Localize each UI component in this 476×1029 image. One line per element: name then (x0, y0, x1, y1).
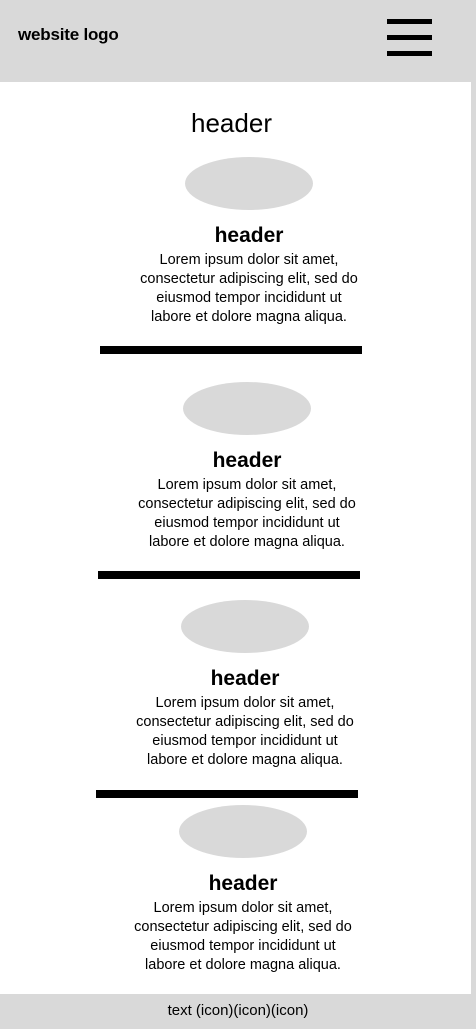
card-text-line: labore et dolore magna aliqua. (149, 534, 345, 550)
card-text: Lorem ipsum dolor sit amet, consectetur … (93, 899, 393, 975)
card-text: Lorem ipsum dolor sit amet, consectetur … (97, 476, 397, 552)
image-placeholder (185, 157, 313, 210)
card-text-line: eiusmod tempor incididunt ut (152, 733, 338, 749)
page-title: header (191, 108, 272, 138)
section-divider (96, 790, 358, 798)
card-text-line: eiusmod tempor incididunt ut (150, 938, 336, 954)
hamburger-line (387, 51, 432, 56)
scrollbar-track[interactable] (471, 0, 476, 1029)
card-text-line: consectetur adipiscing elit, sed do (136, 714, 354, 730)
card-text-line: eiusmod tempor incididunt ut (156, 290, 342, 306)
card-text-line: Lorem ipsum dolor sit amet, (155, 695, 335, 711)
hamburger-line (387, 19, 432, 24)
card-text-line: consectetur adipiscing elit, sed do (138, 496, 356, 512)
card-text-line: Lorem ipsum dolor sit amet, (157, 477, 337, 493)
footer: text (icon)(icon)(icon) (0, 994, 476, 1029)
card-title: header (214, 224, 284, 247)
footer-text[interactable]: text (icon)(icon)(icon) (167, 1002, 309, 1019)
card-text-line: Lorem ipsum dolor sit amet, (153, 900, 333, 916)
card-text-line: labore et dolore magna aliqua. (151, 309, 347, 325)
card-text-line: labore et dolore magna aliqua. (147, 752, 343, 768)
card-title: header (208, 872, 278, 895)
image-placeholder (179, 805, 307, 858)
top-bar: website logo (0, 0, 471, 82)
website-logo[interactable]: website logo (18, 25, 119, 44)
card-text-line: consectetur adipiscing elit, sed do (134, 919, 352, 935)
card-text-line: Lorem ipsum dolor sit amet, (159, 252, 339, 268)
card-text: Lorem ipsum dolor sit amet, consectetur … (99, 251, 399, 327)
image-placeholder (183, 382, 311, 435)
card-text-line: eiusmod tempor incididunt ut (154, 515, 340, 531)
card-text-line: consectetur adipiscing elit, sed do (140, 271, 358, 287)
card-text: Lorem ipsum dolor sit amet, consectetur … (95, 694, 395, 770)
card-text-line: labore et dolore magna aliqua. (145, 957, 341, 973)
hamburger-line (387, 35, 432, 40)
section-divider (98, 571, 360, 579)
card-title: header (210, 667, 280, 690)
image-placeholder (181, 600, 309, 653)
section-divider (100, 346, 362, 354)
card-title: header (212, 449, 282, 472)
hamburger-menu-icon[interactable] (387, 19, 432, 57)
